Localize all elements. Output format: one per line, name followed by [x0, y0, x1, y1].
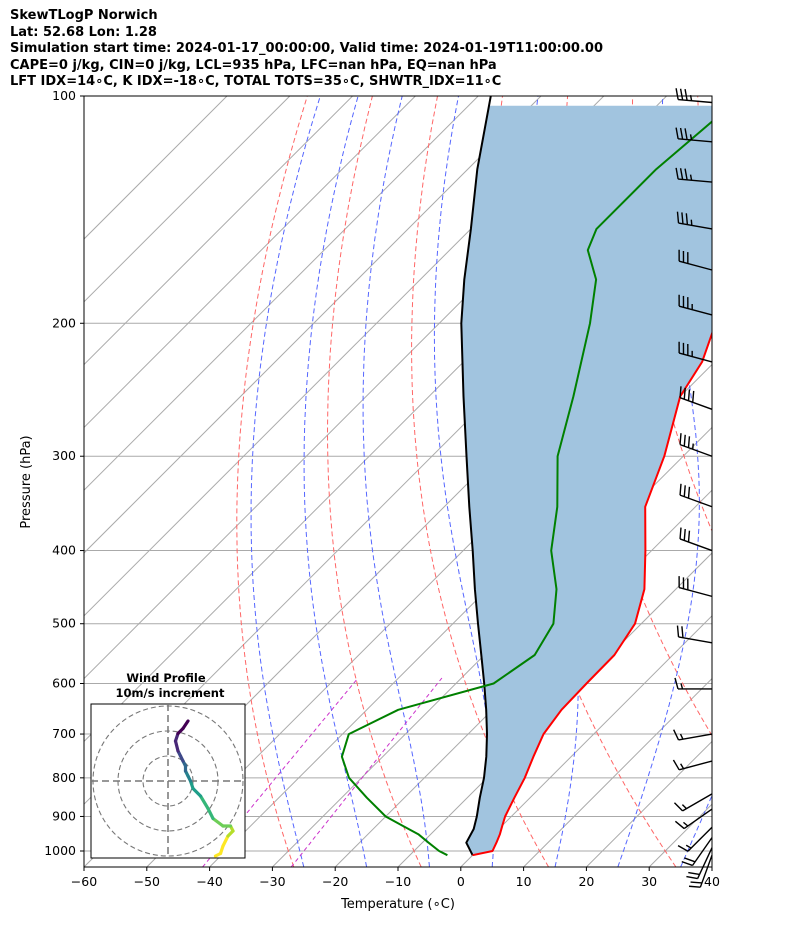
hodograph-segment — [173, 739, 180, 753]
hodograph-segment — [206, 806, 215, 821]
wind-barb — [681, 837, 713, 867]
isotherm-line — [334, 489, 712, 867]
wind-barb — [675, 167, 713, 183]
chart-title: SkewTLogP Norwich — [10, 8, 158, 23]
wind-barb — [678, 249, 713, 271]
wind-barb — [679, 527, 713, 552]
hodograph-segment — [181, 719, 190, 731]
wind-barb — [674, 677, 712, 690]
wind-barb — [677, 826, 713, 852]
wind-barb — [673, 793, 713, 812]
x-tick-label: −30 — [259, 874, 285, 889]
y-tick-label: 900 — [52, 808, 76, 823]
y-tick-label: 800 — [52, 770, 76, 785]
isotherm-line — [84, 96, 542, 554]
wind-barb — [678, 294, 713, 316]
profile-series — [340, 96, 712, 857]
isotherm-line — [84, 96, 479, 491]
dry-adiabat-line — [763, 96, 794, 867]
wind-barb — [678, 576, 713, 598]
y-tick-label: 300 — [52, 448, 76, 463]
dewpoint-profile-line — [340, 120, 712, 857]
hodograph-subtitle: 10m/s increment — [116, 686, 225, 700]
wind-barbs — [672, 88, 713, 888]
moist-adiabat-line — [433, 96, 495, 867]
moist-adiabat-line — [362, 96, 430, 867]
dry-adiabat-line — [411, 96, 550, 867]
isotherm-line — [272, 426, 712, 867]
wind-barb — [676, 211, 713, 230]
isotherm-line — [775, 96, 794, 867]
x-tick-label: 20 — [578, 874, 594, 889]
x-tick-label: −20 — [322, 874, 348, 889]
moist-adiabat-line — [617, 96, 700, 867]
wind-barb — [673, 729, 713, 741]
y-tick-label: 100 — [52, 88, 76, 103]
x-tick-label: −40 — [196, 874, 222, 889]
x-tick-label: −50 — [134, 874, 160, 889]
hodograph-title: Wind Profile — [126, 671, 206, 685]
moist-adiabat-line — [250, 96, 321, 867]
wind-barb — [688, 854, 713, 888]
wind-barb — [674, 808, 713, 830]
index-line: LFT IDX=14∘C, K IDX=-18∘C, TOTAL TOTS=35… — [10, 74, 502, 89]
y-tick-label: 400 — [52, 543, 76, 558]
hodograph-segment — [198, 794, 210, 811]
moist-adiabat-line — [303, 96, 368, 867]
y-axis-label: Pressure (hPa) — [19, 435, 34, 528]
time-line: Simulation start time: 2024-01-17_00:00:… — [10, 41, 603, 56]
parcel-profile-line — [460, 96, 492, 856]
isotherm-line — [84, 96, 228, 240]
isotherm-line — [84, 96, 416, 429]
chart-header: SkewTLogP Norwich Lat: 52.68 Lon: 1.28 S… — [10, 8, 603, 91]
wind-barb — [675, 127, 713, 143]
y-tick-label: 500 — [52, 616, 76, 631]
wind-barb — [679, 483, 713, 508]
location-line: Lat: 52.68 Lon: 1.28 — [10, 24, 157, 40]
x-tick-label: 40 — [704, 874, 720, 889]
wind-barb — [679, 433, 713, 457]
isotherm-line — [523, 677, 712, 867]
mixing-ratio-line — [202, 677, 359, 867]
wind-barb — [679, 386, 713, 410]
x-tick-label: 0 — [457, 874, 465, 889]
wind-barb — [678, 341, 713, 363]
hodograph-segment — [211, 816, 225, 828]
x-tick-label: 10 — [516, 874, 532, 889]
dry-adiabat-line — [236, 96, 308, 867]
cin-shaded-area — [461, 105, 712, 856]
wind-barb — [676, 625, 713, 644]
hodograph-inset: Wind Profile 10m/s increment — [90, 671, 246, 859]
y-tick-label: 700 — [52, 726, 76, 741]
moist-adiabat-line — [680, 794, 712, 867]
y-tick-label: 200 — [52, 315, 76, 330]
hodograph-segment — [221, 834, 230, 848]
isotherm-line — [84, 96, 353, 366]
x-tick-label: −60 — [71, 874, 97, 889]
x-tick-label: −10 — [385, 874, 411, 889]
x-axis-label: Temperature (∘C) — [340, 897, 455, 912]
wind-barb — [672, 759, 713, 771]
axis-ticks: −60 −50 −40 −30 −20 −10 0 10 20 30 40 100 200 300 400 5… — [44, 88, 720, 889]
isotherm-line — [711, 866, 712, 867]
dry-adiabat-line — [326, 96, 422, 867]
wind-barb — [675, 88, 713, 104]
isotherm-line — [460, 615, 712, 867]
y-tick-label: 600 — [52, 676, 76, 691]
x-tick-label: 30 — [641, 874, 657, 889]
y-tick-label: 1000 — [44, 843, 76, 858]
hodograph-segment — [191, 786, 203, 798]
temperature-profile-line — [472, 330, 712, 857]
wind-barb — [686, 847, 713, 880]
mixing-ratio-line — [290, 677, 443, 867]
isotherm-line — [84, 96, 291, 303]
cape-line: CAPE=0 j/kg, CIN=0 j/kg, LCL=935 hPa, LF… — [10, 57, 497, 73]
